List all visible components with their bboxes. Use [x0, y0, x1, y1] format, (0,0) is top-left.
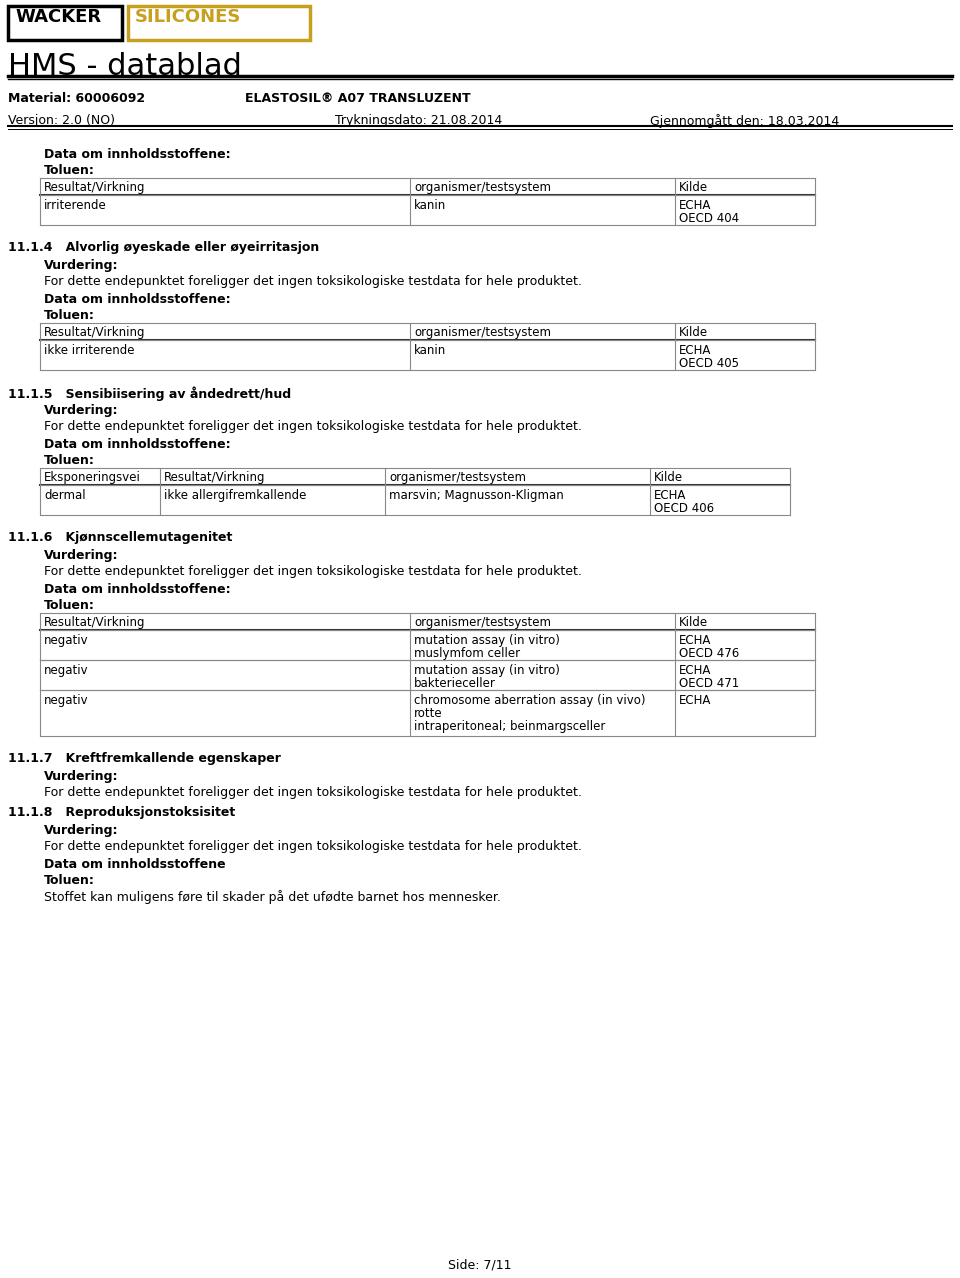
Text: ikke irriterende: ikke irriterende	[44, 344, 134, 357]
Text: negativ: negativ	[44, 665, 88, 677]
Text: Vurdering:: Vurdering:	[44, 404, 118, 417]
Text: organismer/testsystem: organismer/testsystem	[389, 472, 526, 484]
Text: ikke allergifremkallende: ikke allergifremkallende	[164, 489, 306, 502]
Text: 11.1.8   Reproduksjonstoksisitet: 11.1.8 Reproduksjonstoksisitet	[8, 806, 235, 819]
Text: Data om innholdsstoffene:: Data om innholdsstoffene:	[44, 583, 230, 596]
Text: OECD 404: OECD 404	[679, 212, 739, 225]
Text: Kilde: Kilde	[679, 181, 708, 194]
Text: ECHA: ECHA	[679, 344, 711, 357]
Text: 11.1.6   Kjønnscellemutagenitet: 11.1.6 Kjønnscellemutagenitet	[8, 530, 232, 544]
Text: SILICONES: SILICONES	[135, 8, 241, 26]
Text: organismer/testsystem: organismer/testsystem	[414, 181, 551, 194]
Text: For dette endepunktet foreligger det ingen toksikologiske testdata for hele prod: For dette endepunktet foreligger det ing…	[44, 275, 582, 288]
Text: For dette endepunktet foreligger det ingen toksikologiske testdata for hele prod: For dette endepunktet foreligger det ing…	[44, 786, 582, 799]
Text: negativ: negativ	[44, 634, 88, 647]
Text: WACKER: WACKER	[15, 8, 101, 26]
Text: Resultat/Virkning: Resultat/Virkning	[44, 326, 146, 339]
Text: bakterieceller: bakterieceller	[414, 677, 496, 690]
Text: Vurdering:: Vurdering:	[44, 259, 118, 272]
Text: Kilde: Kilde	[654, 472, 684, 484]
Text: 11.1.7   Kreftfremkallende egenskaper: 11.1.7 Kreftfremkallende egenskaper	[8, 751, 281, 766]
Text: For dette endepunktet foreligger det ingen toksikologiske testdata for hele prod: For dette endepunktet foreligger det ing…	[44, 840, 582, 852]
Text: marsvin; Magnusson-Kligman: marsvin; Magnusson-Kligman	[389, 489, 564, 502]
Text: kanin: kanin	[414, 199, 446, 212]
Text: ECHA: ECHA	[679, 665, 711, 677]
Text: rotte: rotte	[414, 707, 443, 720]
Text: Stoffet kan muligens føre til skader på det ufødte barnet hos mennesker.: Stoffet kan muligens føre til skader på …	[44, 889, 501, 904]
Text: negativ: negativ	[44, 694, 88, 707]
Text: Material: 60006092: Material: 60006092	[8, 92, 145, 105]
Text: OECD 471: OECD 471	[679, 677, 739, 690]
Text: OECD 405: OECD 405	[679, 357, 739, 371]
Text: ECHA: ECHA	[679, 199, 711, 212]
Text: chromosome aberration assay (in vivo): chromosome aberration assay (in vivo)	[414, 694, 645, 707]
Text: Data om innholdsstoffene:: Data om innholdsstoffene:	[44, 438, 230, 451]
Text: Resultat/Virkning: Resultat/Virkning	[164, 472, 266, 484]
Text: Toluen:: Toluen:	[44, 874, 95, 887]
Text: Kilde: Kilde	[679, 326, 708, 339]
Bar	[128, 6, 310, 40]
Text: Toluen:: Toluen:	[44, 164, 95, 176]
Text: mutation assay (in vitro): mutation assay (in vitro)	[414, 634, 560, 647]
Text: dermal: dermal	[44, 489, 85, 502]
Text: ECHA: ECHA	[654, 489, 686, 502]
Text: HMS - datablad: HMS - datablad	[8, 52, 242, 81]
Text: Data om innholdsstoffene:: Data om innholdsstoffene:	[44, 148, 230, 161]
Text: For dette endepunktet foreligger det ingen toksikologiske testdata for hele prod: For dette endepunktet foreligger det ing…	[44, 420, 582, 433]
Text: Data om innholdsstoffene: Data om innholdsstoffene	[44, 858, 226, 872]
Text: Resultat/Virkning: Resultat/Virkning	[44, 616, 146, 629]
Text: intraperitoneal; beinmargsceller: intraperitoneal; beinmargsceller	[414, 720, 606, 734]
Text: irriterende: irriterende	[44, 199, 107, 212]
Text: OECD 406: OECD 406	[654, 502, 714, 515]
Text: Toluen:: Toluen:	[44, 599, 95, 612]
Text: ECHA: ECHA	[679, 634, 711, 647]
Text: mutation assay (in vitro): mutation assay (in vitro)	[414, 665, 560, 677]
Text: ELASTOSIL® A07 TRANSLUZENT: ELASTOSIL® A07 TRANSLUZENT	[245, 92, 470, 105]
Text: Data om innholdsstoffene:: Data om innholdsstoffene:	[44, 293, 230, 305]
Text: Vurdering:: Vurdering:	[44, 771, 118, 783]
Text: Toluen:: Toluen:	[44, 454, 95, 466]
Text: organismer/testsystem: organismer/testsystem	[414, 326, 551, 339]
Text: Toluen:: Toluen:	[44, 309, 95, 322]
Text: Eksponeringsvei: Eksponeringsvei	[44, 472, 141, 484]
Text: 11.1.5   Sensibiisering av åndedrett/hud: 11.1.5 Sensibiisering av åndedrett/hud	[8, 386, 291, 400]
Text: Vurdering:: Vurdering:	[44, 550, 118, 562]
Text: Kilde: Kilde	[679, 616, 708, 629]
Bar	[8, 6, 122, 40]
Text: organismer/testsystem: organismer/testsystem	[414, 616, 551, 629]
Text: muslymfom celler: muslymfom celler	[414, 647, 520, 659]
Text: OECD 476: OECD 476	[679, 647, 739, 659]
Text: Side: 7/11: Side: 7/11	[448, 1258, 512, 1272]
Text: Trykningsdato: 21.08.2014: Trykningsdato: 21.08.2014	[335, 114, 502, 127]
Text: Gjennomgått den: 18.03.2014: Gjennomgått den: 18.03.2014	[650, 114, 839, 128]
Text: 11.1.4   Alvorlig øyeskade eller øyeirritasjon: 11.1.4 Alvorlig øyeskade eller øyeirrita…	[8, 242, 320, 254]
Text: ECHA: ECHA	[679, 694, 711, 707]
Text: Resultat/Virkning: Resultat/Virkning	[44, 181, 146, 194]
Text: Versjon: 2.0 (NO): Versjon: 2.0 (NO)	[8, 114, 115, 127]
Text: Vurdering:: Vurdering:	[44, 824, 118, 837]
Text: For dette endepunktet foreligger det ingen toksikologiske testdata for hele prod: For dette endepunktet foreligger det ing…	[44, 565, 582, 578]
Text: kanin: kanin	[414, 344, 446, 357]
